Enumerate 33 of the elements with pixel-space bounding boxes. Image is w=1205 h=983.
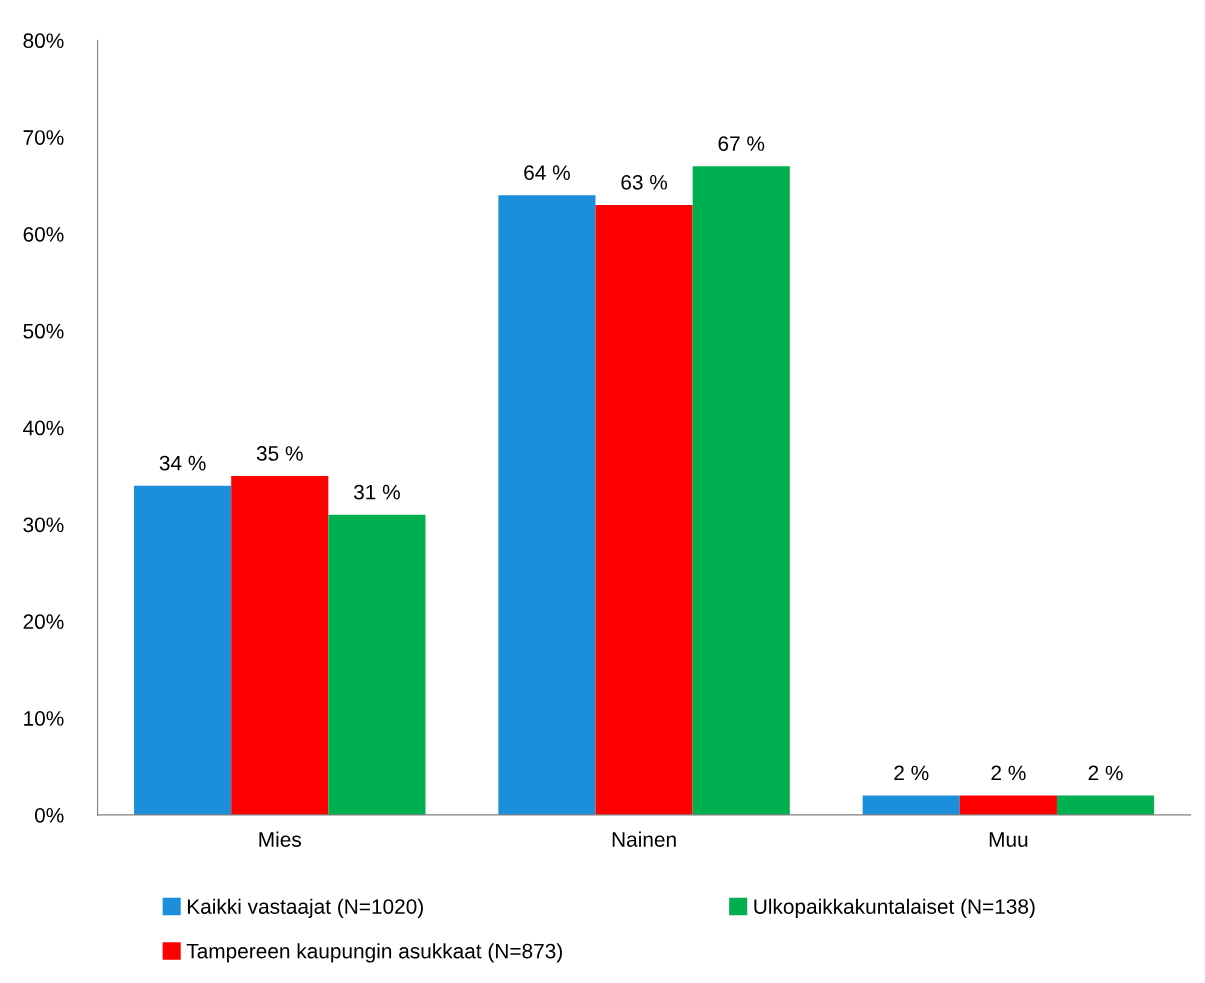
data-label: 2 % bbox=[1088, 765, 1123, 781]
y-tick-label: 10% bbox=[24, 711, 64, 726]
data-label: 34 % bbox=[159, 455, 206, 471]
bar bbox=[498, 195, 596, 815]
bar bbox=[231, 476, 329, 815]
bar bbox=[134, 485, 232, 815]
y-tick-label: 0% bbox=[34, 807, 64, 823]
x-tick-label: Mies bbox=[259, 831, 301, 847]
x-tick-label: Muu bbox=[989, 832, 1028, 847]
data-label: 63 % bbox=[621, 174, 668, 190]
y-tick-label: 60% bbox=[23, 226, 64, 242]
legend-label: Ulkopaikkakuntalaiset (N=138) bbox=[754, 898, 1035, 919]
legend-label: Kaikki vastaajat (N=1020) bbox=[187, 898, 423, 919]
data-label: 35 % bbox=[256, 446, 303, 461]
y-tick-label: 50% bbox=[23, 323, 64, 339]
data-label: 31 % bbox=[353, 484, 400, 500]
y-tick-label: 80% bbox=[23, 33, 64, 49]
y-tick-label: 20% bbox=[23, 614, 64, 630]
x-tick-label: Nainen bbox=[612, 831, 676, 847]
bar bbox=[328, 514, 426, 815]
data-label: 67 % bbox=[718, 136, 765, 151]
bar bbox=[595, 204, 693, 815]
data-label: 2 % bbox=[894, 765, 929, 781]
bar bbox=[862, 795, 960, 815]
y-tick-label: 30% bbox=[23, 517, 64, 533]
legend-label: Tampereen kaupungin asukkaat (N=873) bbox=[186, 943, 562, 963]
y-tick-label: 70% bbox=[23, 130, 64, 145]
y-tick-label: 40% bbox=[23, 420, 64, 436]
bar bbox=[959, 795, 1057, 815]
bar bbox=[692, 166, 790, 815]
data-label: 2 % bbox=[991, 765, 1026, 781]
data-label: 64 % bbox=[524, 165, 570, 180]
bar bbox=[1056, 795, 1155, 815]
